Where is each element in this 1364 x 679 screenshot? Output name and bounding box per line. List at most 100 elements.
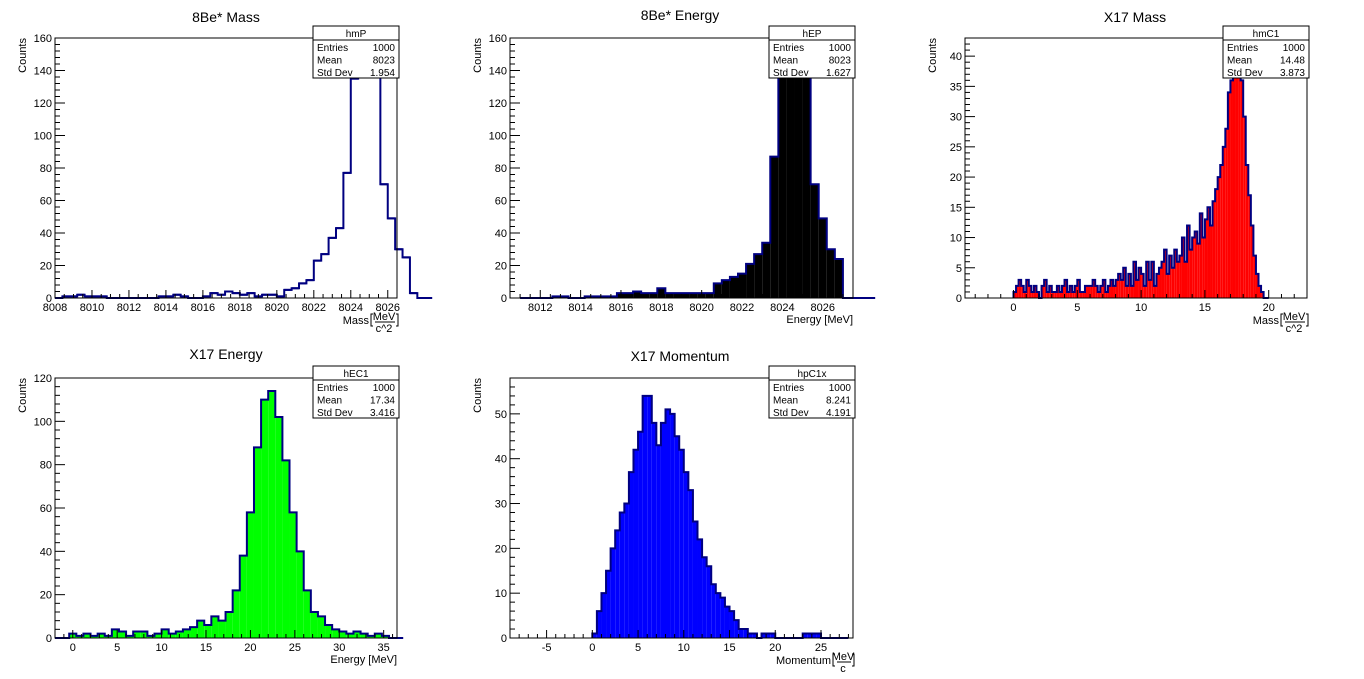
- histogram-bin: [674, 436, 680, 638]
- histogram-bin: [211, 616, 219, 638]
- histogram-bin: [1245, 164, 1249, 298]
- y-tick-label: 5: [956, 263, 962, 275]
- histogram-bin: [360, 633, 368, 638]
- histogram-bin: [665, 293, 674, 298]
- stats-row-value: 3.873: [1280, 68, 1305, 79]
- histogram-bin: [1156, 273, 1159, 298]
- histogram-bin: [147, 635, 155, 638]
- histogram-bin: [1174, 249, 1177, 298]
- y-tick-label: 40: [495, 228, 507, 240]
- histogram-bin: [713, 283, 722, 298]
- histogram-bin: [1179, 255, 1182, 298]
- histogram-bin: [1136, 279, 1139, 298]
- histogram-bin: [1074, 285, 1078, 298]
- histogram-bin: [1199, 213, 1203, 298]
- histogram-bin: [1013, 291, 1017, 298]
- stats-box-name: hmC1: [1253, 29, 1280, 40]
- y-tick-label: 160: [489, 33, 507, 45]
- x-tick-label: 25: [815, 642, 827, 654]
- histogram-bin: [282, 460, 290, 638]
- histogram-bin: [816, 633, 821, 638]
- stats-row-value: 1.627: [826, 68, 851, 79]
- histogram-bin: [1056, 285, 1060, 298]
- histogram-bin: [1238, 68, 1241, 298]
- histogram-bin: [1192, 237, 1195, 298]
- histogram-bin: [289, 512, 297, 638]
- histogram-bin: [706, 566, 712, 638]
- y-tick-label: 80: [40, 460, 52, 472]
- histogram-bin: [1222, 146, 1226, 298]
- histogram-bin: [692, 521, 698, 638]
- histogram-bin: [1067, 291, 1070, 298]
- histogram-bin: [1138, 267, 1142, 298]
- histogram-bin: [1255, 273, 1259, 298]
- histogram-bin: [1095, 285, 1098, 298]
- y-tick-label: 160: [34, 33, 52, 45]
- histogram-bin: [1059, 291, 1062, 298]
- histogram-bin: [296, 551, 304, 638]
- histogram-bin: [1171, 267, 1175, 298]
- histogram-bin: [1232, 56, 1236, 299]
- unit-denominator: c^2: [1286, 323, 1303, 335]
- y-tick-label: 0: [956, 293, 962, 305]
- x-tick-label: 25: [289, 642, 301, 654]
- stats-row-label: Mean: [317, 396, 342, 407]
- x-tick-label: 8026: [810, 302, 834, 314]
- histogram-bin: [1051, 291, 1055, 298]
- histogram-bin: [83, 633, 91, 638]
- histogram-bars: [592, 395, 821, 638]
- histogram-bin: [1248, 195, 1251, 298]
- histogram-bin: [182, 629, 191, 638]
- histogram-bin: [729, 276, 738, 298]
- stats-row-label: Std Dev: [317, 68, 353, 79]
- y-tick-label: 0: [501, 293, 507, 305]
- histogram-bin: [1046, 291, 1050, 298]
- x-tick-label: 8024: [339, 302, 363, 314]
- histogram-bars: [55, 50, 433, 299]
- x-tick-label: 20: [244, 642, 256, 654]
- x-tick-label: 0: [589, 642, 595, 654]
- unit-numerator: MeV: [832, 651, 855, 663]
- histogram-bin: [1023, 291, 1027, 298]
- histogram-bin: [729, 611, 735, 638]
- histogram-bin: [656, 445, 661, 638]
- histogram-bin: [1261, 291, 1264, 298]
- x-axis-ticks: 0 5 10 15 20: [974, 290, 1308, 314]
- x-tick-label: 5: [1074, 302, 1080, 314]
- histogram-bin: [133, 631, 141, 638]
- histogram-bin: [1164, 249, 1167, 298]
- y-tick-label: 30: [950, 112, 962, 124]
- y-axis-label: Counts: [472, 38, 484, 73]
- x-axis-ticks: 0 5 10 15 20 25 30 35: [54, 630, 394, 654]
- histogram-bin: [633, 449, 639, 638]
- unit-bracket-right: [396, 313, 399, 327]
- histogram-outline: [55, 50, 433, 299]
- x-tick-label: -5: [542, 642, 552, 654]
- histogram-bin: [1225, 128, 1228, 298]
- y-tick-label: 40: [40, 228, 52, 240]
- unit-bracket-left: [370, 313, 373, 327]
- histogram-bin: [1100, 285, 1103, 298]
- histogram-bin: [670, 413, 675, 638]
- histogram-bin: [218, 620, 226, 638]
- histogram-bin: [168, 633, 176, 638]
- x-axis-ticks: -5 0 5 10 15 20 25: [509, 630, 849, 654]
- histogram-bars: [1013, 50, 1264, 299]
- histogram-bin: [624, 503, 629, 638]
- histogram-bin: [1130, 285, 1134, 298]
- histogram-bin: [261, 399, 269, 638]
- histogram-bin: [1049, 285, 1052, 298]
- histogram-bin: [679, 449, 684, 638]
- stats-row-value: 8023: [373, 56, 396, 67]
- y-tick-label: 60: [495, 196, 507, 208]
- histogram-bin: [1036, 291, 1040, 298]
- histogram-bin: [1016, 285, 1019, 298]
- histogram-bin: [660, 422, 666, 638]
- histogram-bin: [649, 293, 658, 298]
- histogram-bin: [1148, 279, 1152, 298]
- chart-3: X17 Mass 0 5 10 15 20 25 30 35 40 0 5 10 15 20 Counts Ma…: [927, 9, 1310, 335]
- histogram-bin: [747, 633, 753, 638]
- histogram-bin: [239, 555, 247, 638]
